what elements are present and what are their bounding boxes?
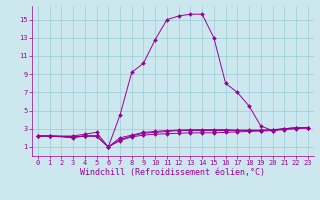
X-axis label: Windchill (Refroidissement éolien,°C): Windchill (Refroidissement éolien,°C) <box>80 168 265 177</box>
